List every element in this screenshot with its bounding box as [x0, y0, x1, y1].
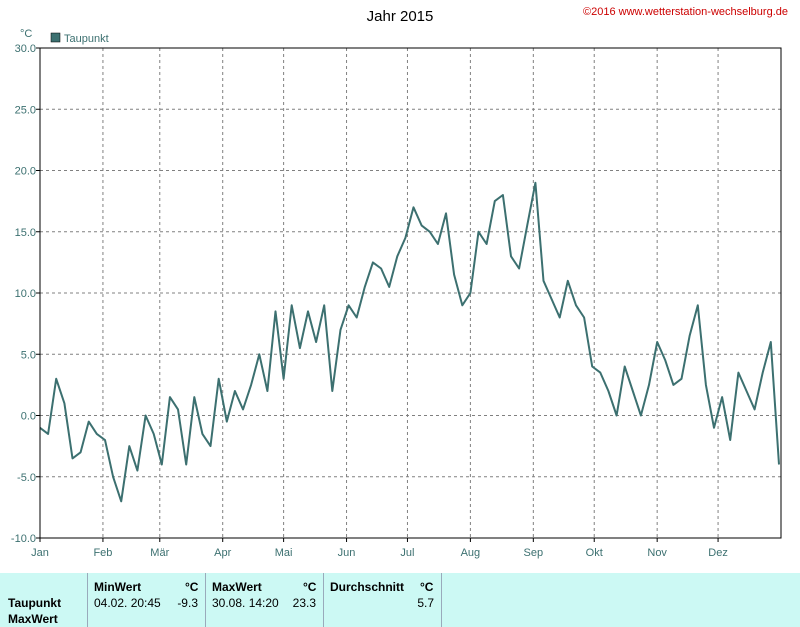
x-tick-label: Jul	[400, 547, 414, 559]
x-tick-label: Dez	[708, 547, 728, 559]
y-tick-label: 20.0	[15, 166, 36, 178]
x-tick-label: Mai	[275, 547, 293, 559]
stats-header-avg: Durchschnitt	[330, 580, 405, 594]
chart-title: Jahr 2015	[367, 8, 434, 25]
y-axis: 30.0 25.0 20.0 15.0 10.0 5.0 0.0 -5.0 -10.0	[11, 43, 40, 545]
x-tick-label: Apr	[214, 547, 231, 559]
y-tick-label: 0.0	[21, 411, 36, 423]
y-tick-label: -5.0	[17, 472, 36, 484]
chart: Jahr 2015 ©2016 www.wetterstation-wechse…	[10, 6, 788, 559]
x-tick-label: Nov	[647, 547, 667, 559]
y-tick-label: 5.0	[21, 349, 36, 361]
stats-header-avg-unit: °C	[420, 580, 434, 594]
x-tick-label: Sep	[524, 547, 544, 559]
x-tick-label: Jan	[31, 547, 49, 559]
stats-separator	[323, 573, 324, 627]
stats-max-time: 30.08. 14:20	[212, 596, 279, 610]
legend-label: Taupunkt	[64, 33, 109, 45]
stats-header-max-unit: °C	[303, 580, 317, 594]
stats-separator	[441, 573, 442, 627]
series-taupunkt	[39, 181, 780, 503]
x-tick-label: Aug	[461, 547, 481, 559]
stats-row-label: MaxWert	[8, 612, 58, 626]
stats-header-max: MaxWert	[212, 580, 262, 594]
y-tick-label: -10.0	[11, 533, 36, 545]
stats-max-value: 23.3	[292, 596, 316, 610]
y-tick-label: 10.0	[15, 288, 36, 300]
stats-min-time: 04.02. 20:45	[94, 596, 161, 610]
series-line-taupunkt	[39, 181, 780, 503]
x-tick-label: Okt	[586, 547, 603, 559]
stats-separator	[87, 573, 88, 627]
stats-header-min-unit: °C	[185, 580, 199, 594]
y-tick-label: 15.0	[15, 227, 36, 239]
stats-header-min: MinWert	[94, 580, 142, 594]
stats-row-label: Taupunkt	[8, 596, 62, 610]
x-tick-label: Feb	[93, 547, 112, 559]
copyright-text: ©2016 www.wetterstation-wechselburg.de	[583, 6, 788, 18]
y-axis-unit: °C	[20, 28, 32, 40]
x-axis: Jan Feb Mär Apr Mai Jun Jul Aug Sep Okt Nov Dez	[31, 538, 728, 559]
stats-avg-value: 5.7	[417, 596, 434, 610]
y-tick-label: 30.0	[15, 43, 36, 55]
legend-swatch	[50, 32, 61, 43]
plot-frame	[39, 47, 782, 539]
stats-min-value: -9.3	[177, 596, 198, 610]
stats-separator	[205, 573, 206, 627]
stats-table: MinWert °C MaxWert °C Durchschnitt °C Ta…	[0, 573, 800, 627]
y-tick-label: 25.0	[15, 104, 36, 116]
x-tick-label: Mär	[150, 547, 169, 559]
x-tick-label: Jun	[338, 547, 356, 559]
